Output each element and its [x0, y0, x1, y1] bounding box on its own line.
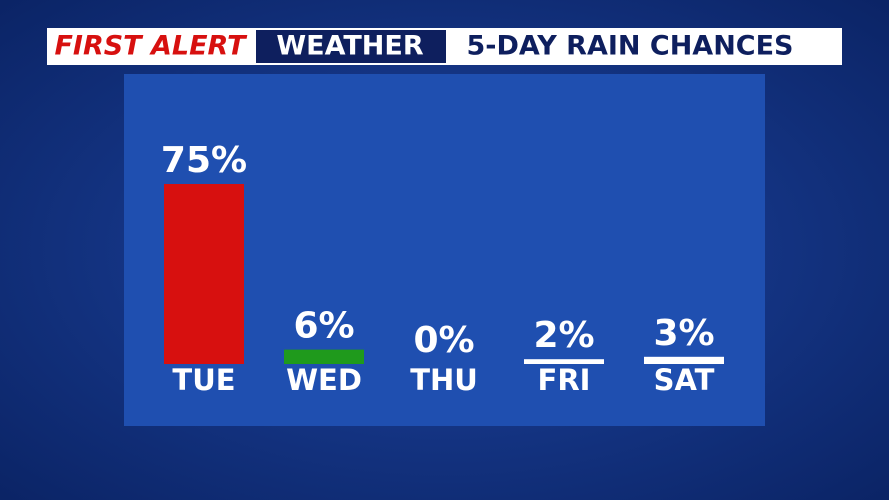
- category-label: WED: [286, 363, 362, 397]
- category-label: FRI: [538, 363, 591, 397]
- category-label: TUE: [172, 363, 235, 397]
- value-label: 0%: [413, 320, 474, 361]
- section-box: [256, 30, 446, 63]
- bar: [164, 184, 244, 364]
- value-label: 2%: [533, 315, 594, 356]
- chart-title: 5-DAY RAIN CHANCES: [466, 31, 793, 62]
- bar: [644, 356, 724, 364]
- value-label: 3%: [653, 313, 714, 354]
- category-label: SAT: [654, 363, 715, 397]
- bar: [524, 359, 604, 364]
- value-label: 6%: [293, 306, 354, 347]
- value-label: 75%: [161, 140, 247, 181]
- section: WEATHER: [276, 31, 423, 62]
- brand: FIRST ALERT: [54, 31, 248, 62]
- bar: [284, 349, 364, 364]
- category-label: THU: [410, 363, 478, 397]
